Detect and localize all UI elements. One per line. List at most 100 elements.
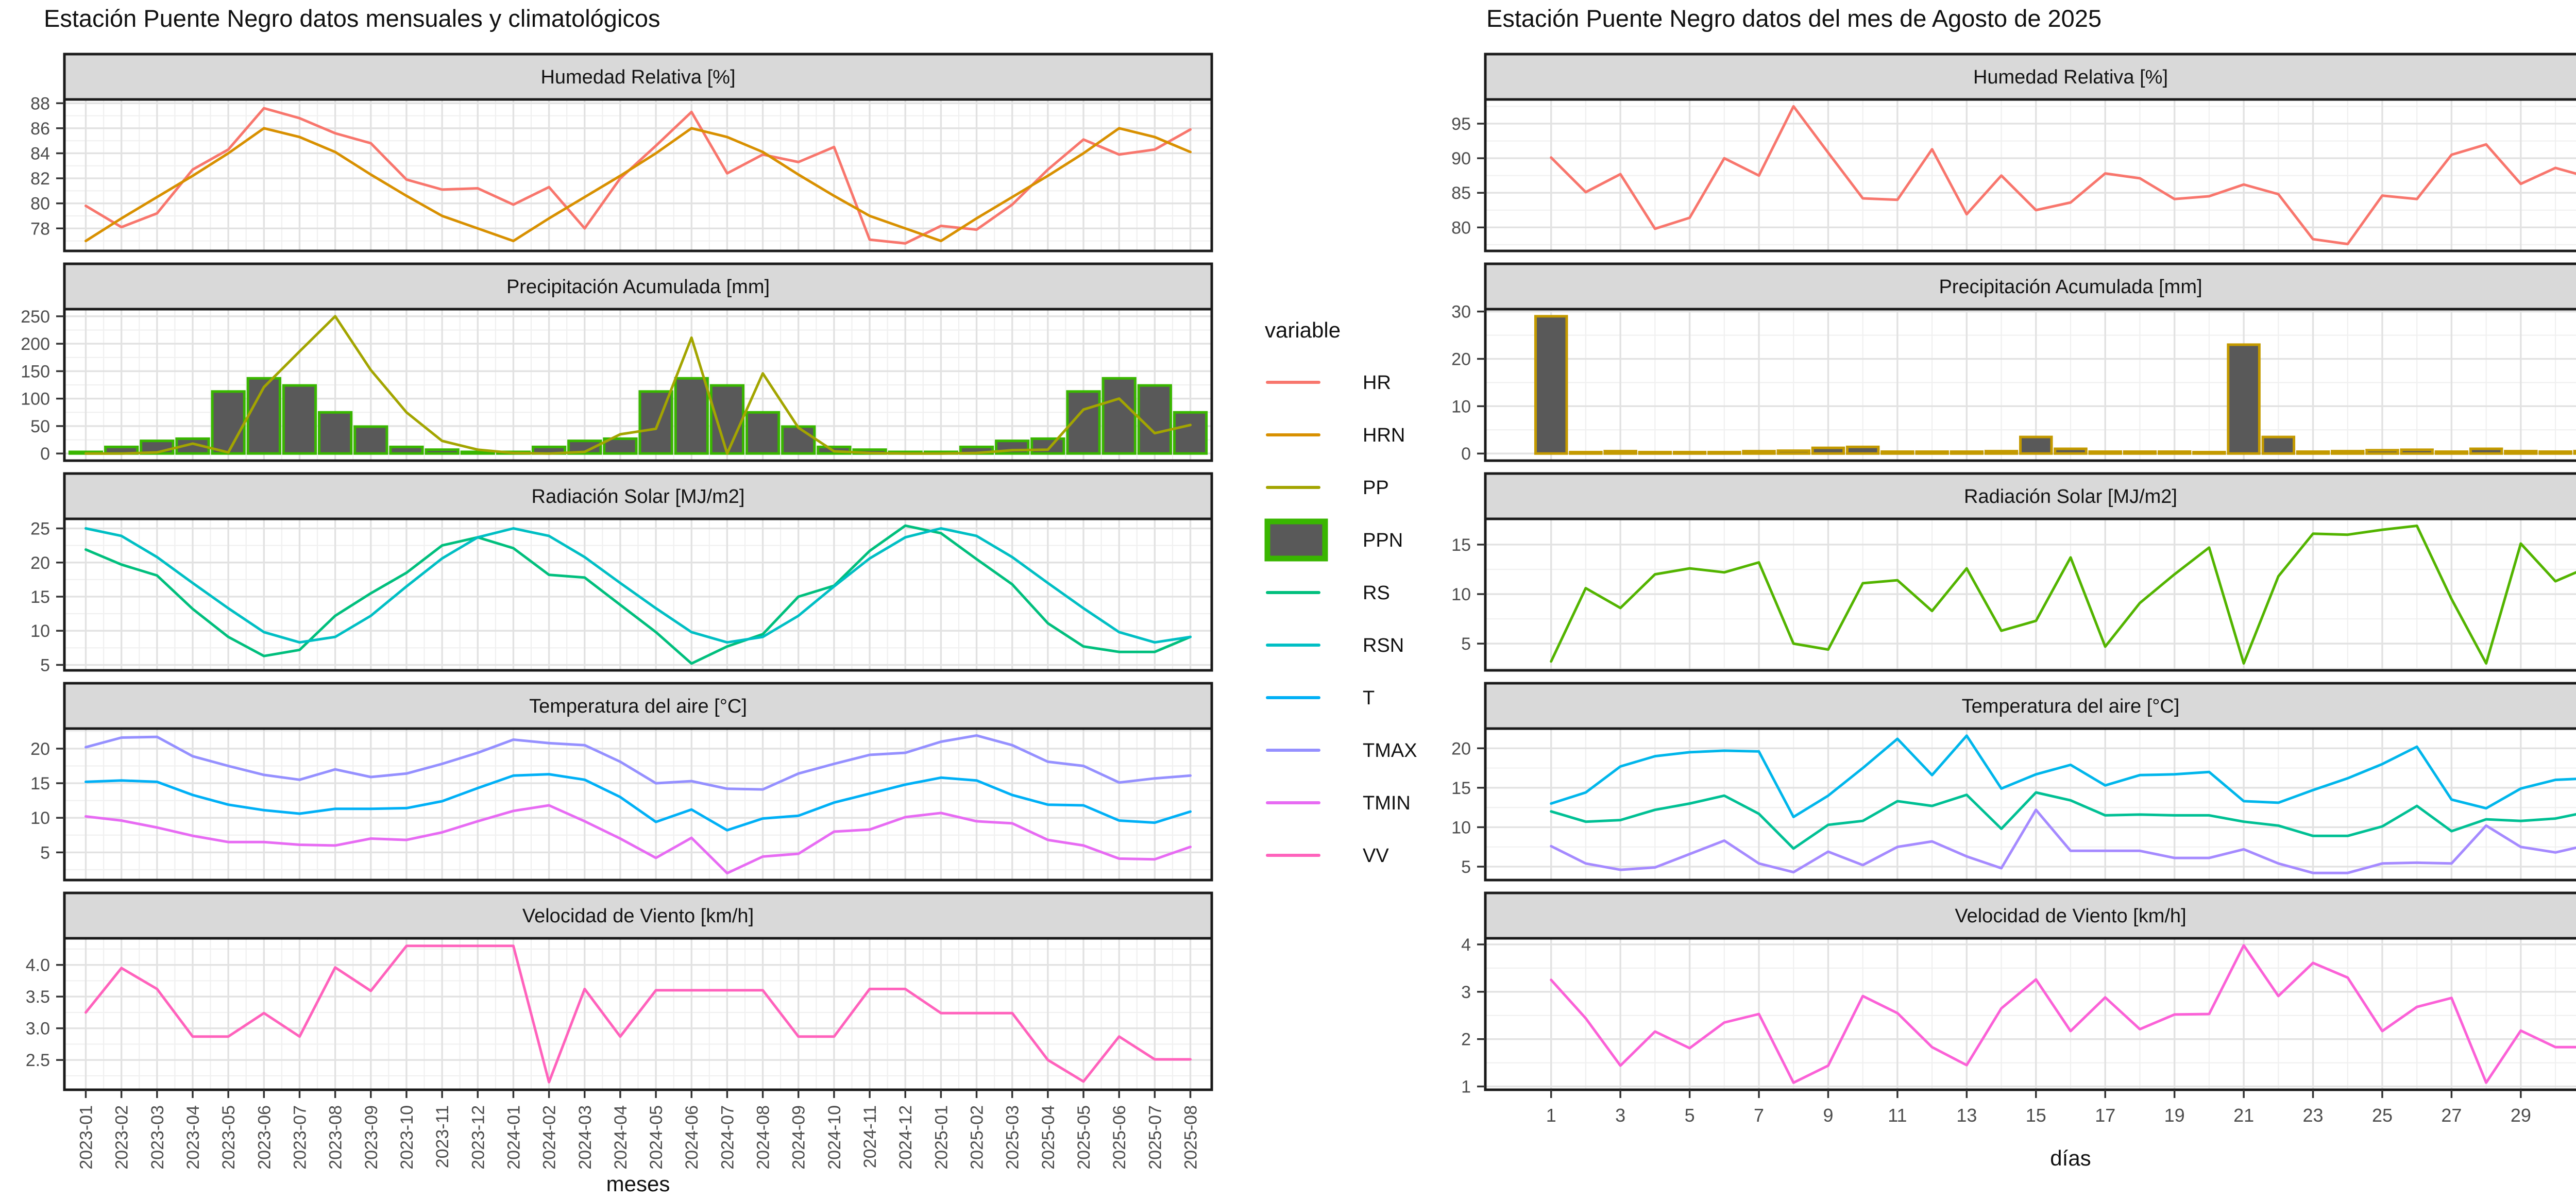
legend-item-VV: VV [1266, 845, 1389, 867]
x-tick-label: 2025-03 [1003, 1105, 1023, 1170]
legend-item-TMIN: TMIN [1266, 792, 1411, 814]
y-tick-label: 2.5 [26, 1051, 50, 1070]
y-tick-label: 95 [1451, 114, 1471, 134]
x-tick-label: 15 [2026, 1105, 2046, 1126]
panel-background [1485, 309, 2576, 461]
y-tick-label: 3 [1461, 983, 1471, 1002]
x-tick-label: 2023-06 [255, 1105, 274, 1170]
line-series-PP [84, 315, 1192, 455]
facet-strip-title: Humedad Relativa [%] [1973, 66, 2168, 88]
bar [1101, 377, 1137, 455]
bar [2192, 450, 2226, 455]
x-tick-label: 19 [2164, 1105, 2185, 1126]
x-tick-label: 2023-11 [433, 1105, 452, 1168]
line-series-RS [1550, 525, 2576, 665]
bar [1173, 411, 1208, 455]
facet-strip [63, 262, 1213, 311]
bar [282, 384, 317, 455]
facet-humedad-relativa-: Humedad Relativa [%] 78 80 82 84 86 88 [30, 53, 1213, 252]
bar [2019, 435, 2053, 455]
legend-item-label: HR [1363, 372, 1391, 394]
y-tick-label: 15 [1451, 779, 1471, 798]
facet-radiaci-n-solar-mj-m-: Radiación Solar [MJ/m2] 5 10 15 [1451, 472, 2576, 672]
left-chart-title: Estación Puente Negro datos mensuales y … [44, 5, 660, 32]
x-tick-label: 1 [1546, 1105, 1556, 1126]
y-tick-label: 25 [30, 519, 50, 539]
line-series-HR [84, 107, 1192, 245]
x-tick-label: 2023-03 [148, 1105, 167, 1170]
y-tick-label: 10 [1451, 585, 1471, 604]
y-tick-label: 20 [30, 739, 50, 759]
bar [603, 437, 638, 455]
legend-item-label: RS [1363, 582, 1390, 604]
legend-item-label: PP [1363, 477, 1389, 499]
bar [1030, 437, 1065, 455]
bar [2504, 450, 2538, 455]
bar [353, 425, 388, 455]
x-tick-label: 5 [1685, 1105, 1695, 1126]
x-tick-label: 21 [2233, 1105, 2254, 1126]
line-series-T [84, 773, 1192, 832]
y-axis: 5 10 15 20 [1451, 739, 1485, 877]
x-tick-label: 2023-12 [468, 1105, 488, 1170]
bar [781, 425, 816, 455]
grid-major [64, 729, 1212, 880]
y-tick-label: 80 [30, 194, 50, 214]
y-tick-label: 10 [1451, 397, 1471, 416]
facet-strip [1484, 53, 2576, 101]
grid-minor [1485, 309, 2576, 461]
y-tick-label: 100 [21, 390, 50, 409]
bar-series-PP [1534, 315, 2576, 455]
facet-strip-title: Velocidad de Viento [km/h] [1955, 905, 2186, 927]
x-axis: 135791113151719212325272931días [1546, 1090, 2531, 1170]
series-layer [84, 944, 1192, 1084]
bar [1915, 450, 1949, 455]
y-tick-label: 30 [1451, 302, 1471, 322]
x-tick-label: 11 [1888, 1105, 1907, 1126]
panel-background [1485, 938, 2576, 1090]
y-tick-label: 3.0 [26, 1019, 50, 1039]
x-tick-label: 7 [1754, 1105, 1764, 1126]
x-tick-label: 17 [2095, 1105, 2115, 1126]
legend-item-label: TMAX [1363, 740, 1417, 762]
x-tick-label: 27 [2441, 1105, 2462, 1126]
y-tick-label: 200 [21, 334, 50, 354]
bar [1950, 450, 1984, 455]
facet-strip-title: Velocidad de Viento [km/h] [522, 905, 754, 927]
legend-item-RSN: RSN [1266, 635, 1404, 656]
line-series-HR [1550, 105, 2576, 246]
y-axis: 78 80 82 84 86 88 [30, 94, 64, 239]
y-tick-label: 80 [1451, 218, 1471, 238]
legend-item-label: PPN [1363, 530, 1403, 551]
x-tick-label: 2025-07 [1145, 1105, 1165, 1170]
line-series-TMIN [84, 804, 1192, 875]
x-tick-label: 2023-10 [397, 1105, 417, 1170]
x-tick-label: 2024-08 [754, 1105, 773, 1170]
x-axis-title: días [2050, 1146, 2091, 1170]
facet-humedad-relativa-: Humedad Relativa [%] 80 85 90 95 [1451, 53, 2576, 252]
grid-minor [1485, 99, 2576, 251]
bar [318, 411, 353, 455]
facet-strip-title: Precipitación Acumulada [mm] [1939, 276, 2202, 298]
bar [211, 390, 246, 455]
bar [1776, 449, 1810, 455]
x-tick-label: 2023-02 [112, 1105, 132, 1170]
x-tick-label: 2025-04 [1039, 1105, 1058, 1170]
y-tick-label: 15 [1451, 535, 1471, 555]
facet-precipitaci-n-acumulada-mm-: Precipitación Acumulada [mm] 0 10 20 30 [1451, 262, 2576, 464]
x-tick-label: 2024-12 [896, 1105, 916, 1170]
bar [2365, 449, 2399, 455]
bar [1569, 450, 1603, 455]
x-tick-label: 2023-04 [183, 1105, 203, 1170]
y-tick-label: 250 [21, 307, 50, 327]
y-tick-label: 20 [30, 553, 50, 573]
line-series-TMIN [1550, 808, 2576, 874]
y-tick-label: 86 [30, 119, 50, 139]
facet-strip [1484, 682, 2576, 730]
x-tick-label: 2024-04 [611, 1105, 631, 1170]
series-layer [84, 107, 1192, 245]
y-tick-label: 90 [1451, 149, 1471, 168]
y-tick-label: 150 [21, 362, 50, 381]
bar [2054, 447, 2088, 455]
